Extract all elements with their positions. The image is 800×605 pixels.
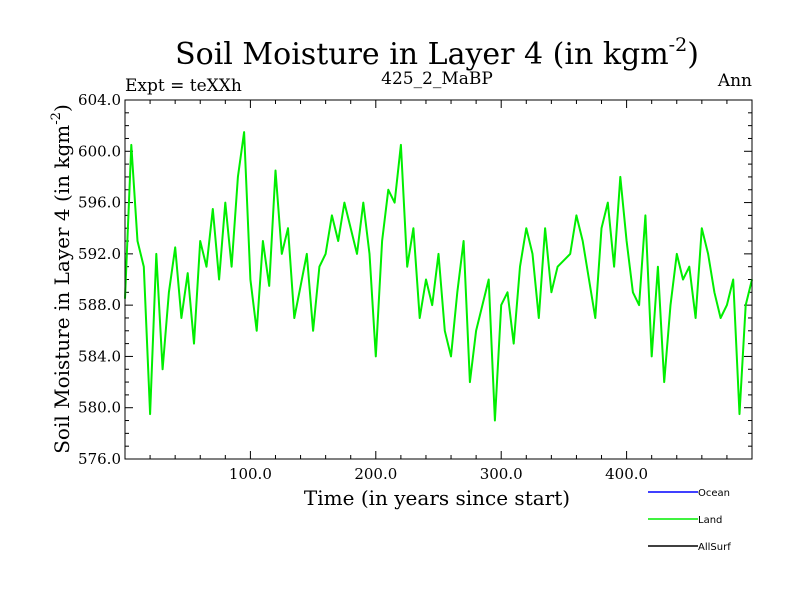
subtitle-center: 425_2_MaBP: [381, 69, 493, 89]
x-tick-label: 100.0: [229, 465, 272, 483]
x-axis-label: Time (in years since start): [304, 486, 570, 510]
legend: Ocean Land AllSurf: [648, 488, 731, 553]
y-tick-label: 588.0: [78, 296, 121, 314]
y-tick-label: 596.0: [78, 194, 121, 212]
y-tick-label: 604.0: [78, 91, 121, 109]
y-axis-label: Soil Moisture in Layer 4 (in kgm-2): [49, 104, 74, 454]
y-tick-label: 584.0: [78, 347, 121, 365]
legend-label-land: Land: [698, 515, 722, 526]
y-tick-label: 600.0: [78, 142, 121, 160]
chart-title-close: ): [687, 37, 699, 72]
legend-label-allsurf: AllSurf: [698, 542, 731, 553]
series-line-land: [124, 131, 753, 422]
chart-title: Soil Moisture in Layer 4 (in kgm-2): [175, 34, 699, 72]
y-axis-label-close: ): [50, 104, 74, 112]
plot-frame: [124, 99, 753, 460]
x-tick-label: 200.0: [354, 465, 397, 483]
subtitle-right: Ann: [717, 71, 752, 91]
subtitle-left: Expt = teXXh: [125, 76, 242, 96]
legend-label-ocean: Ocean: [698, 488, 730, 499]
chart-title-superscript: -2: [669, 34, 688, 56]
x-tick-label: 400.0: [605, 465, 648, 483]
y-tick-label: 592.0: [78, 245, 121, 263]
y-tick-label: 580.0: [78, 399, 121, 417]
y-tick-label: 576.0: [78, 450, 121, 468]
series-group: [124, 131, 753, 422]
x-tick-label: 300.0: [480, 465, 523, 483]
y-axis-label-superscript: -2: [49, 112, 64, 125]
